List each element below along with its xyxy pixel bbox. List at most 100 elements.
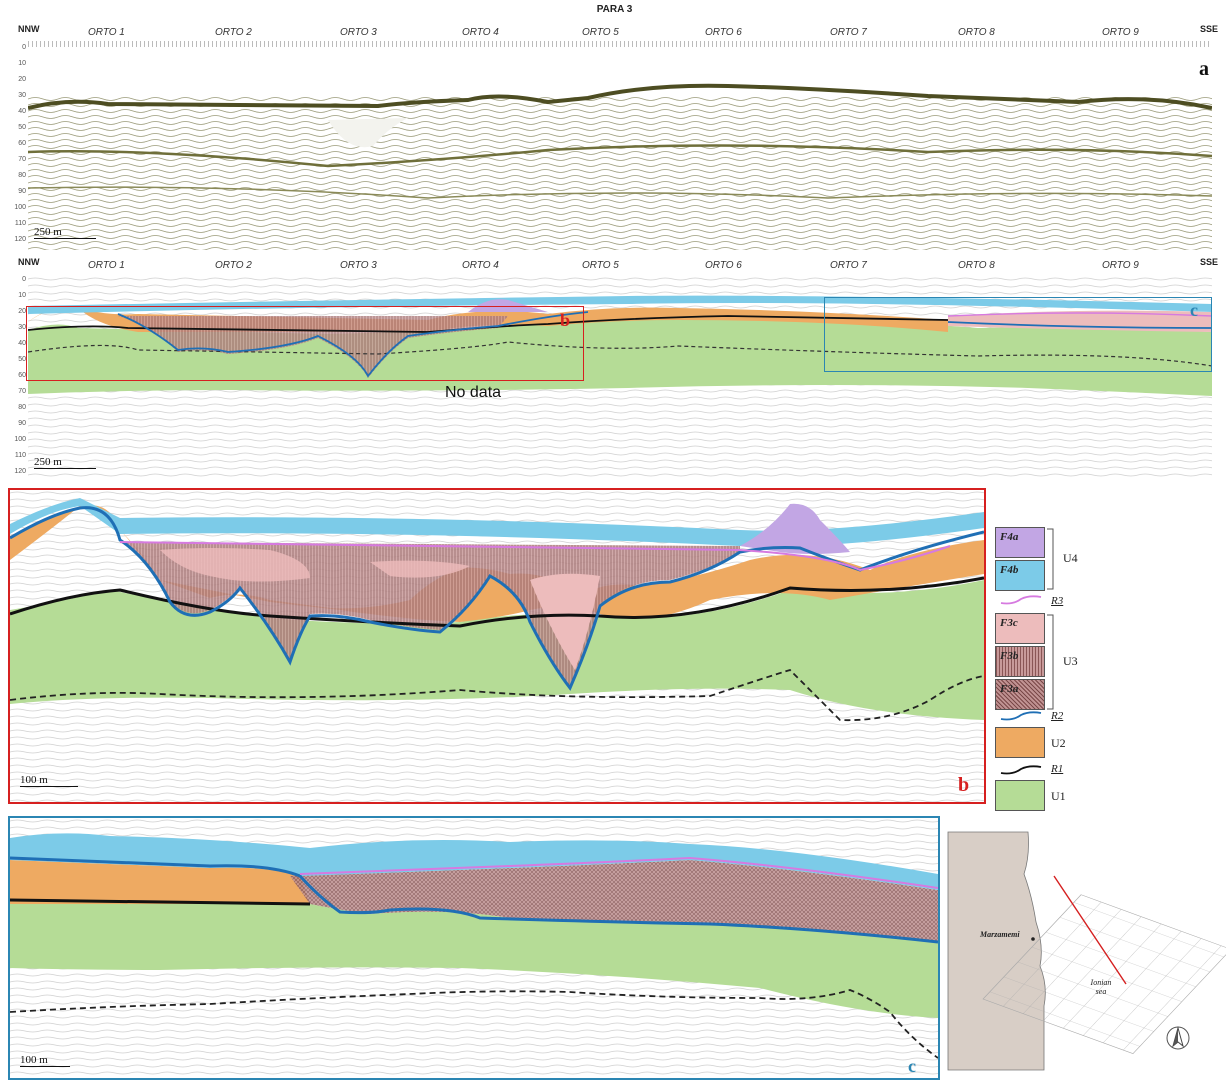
depth-tick: 120	[4, 236, 26, 243]
orto-label-overview-1: ORTO 1	[88, 260, 125, 271]
figure-title: PARA 3	[0, 4, 1229, 15]
scale-bar-a: 250 m	[34, 226, 96, 239]
no-data-label: No data	[445, 384, 501, 402]
legend-bracket-u4	[1047, 527, 1059, 591]
scale-bar-line	[20, 1066, 70, 1067]
orto-label-overview-8: ORTO 8	[958, 260, 995, 271]
direction-end-overview: SSE	[1200, 257, 1218, 267]
legend-unit-u2: U2	[1051, 736, 1066, 751]
legend-r3-line	[999, 593, 1043, 607]
panel-b	[8, 488, 986, 804]
orto-label-a-9: ORTO 9	[1102, 27, 1139, 38]
scale-bar-line	[20, 786, 78, 787]
depth-tick: 20	[4, 308, 26, 315]
orto-label-a-5: ORTO 5	[582, 27, 619, 38]
legend-f3c: F3c	[995, 613, 1045, 644]
orto-label-a-6: ORTO 6	[705, 27, 742, 38]
depth-tick: 30	[4, 92, 26, 99]
direction-end-a: SSE	[1200, 24, 1218, 34]
panel-letter-a: a	[1199, 58, 1209, 81]
depth-tick: 30	[4, 324, 26, 331]
depth-tick: 100	[4, 436, 26, 443]
panel-c	[8, 816, 940, 1080]
legend-unit-u4: U4	[1063, 551, 1078, 566]
orto-label-overview-7: ORTO 7	[830, 260, 867, 271]
scale-bar-c: 100 m	[20, 1054, 70, 1067]
legend-f4a: F4a	[995, 527, 1045, 558]
depth-tick: 10	[4, 60, 26, 67]
depth-tick: 40	[4, 340, 26, 347]
depth-tick: 0	[4, 276, 26, 283]
scale-bar-overview: 250 m	[34, 456, 96, 469]
orto-label-overview-3: ORTO 3	[340, 260, 377, 271]
depth-tick: 100	[4, 204, 26, 211]
scale-bar-line	[34, 238, 96, 239]
orto-label-overview-5: ORTO 5	[582, 260, 619, 271]
legend-r1-line	[999, 763, 1043, 777]
location-map-drawing	[944, 826, 1226, 1076]
orto-label-overview-2: ORTO 2	[215, 260, 252, 271]
orto-label-overview-4: ORTO 4	[462, 260, 499, 271]
seismic-profile-a	[28, 48, 1212, 250]
orto-label-overview-6: ORTO 6	[705, 260, 742, 271]
map-label-marzamemi: Marzamemi	[980, 930, 1020, 939]
depth-tick: 90	[4, 188, 26, 195]
legend-u2-swatch	[995, 727, 1045, 758]
depth-tick: 0	[4, 44, 26, 51]
detail-box-b	[26, 306, 584, 381]
panel-letter-c: c	[908, 1056, 916, 1077]
scale-bar-line	[34, 468, 96, 469]
depth-tick: 70	[4, 156, 26, 163]
scale-bar-label: 100 m	[20, 774, 78, 786]
legend-unit-u3: U3	[1063, 654, 1078, 669]
depth-tick: 80	[4, 172, 26, 179]
depth-tick: 10	[4, 292, 26, 299]
depth-tick: 110	[4, 220, 26, 227]
depth-tick: 80	[4, 404, 26, 411]
scale-bar-label: 100 m	[20, 1054, 70, 1066]
map-label-ionian-sea: Ionian sea	[1088, 978, 1114, 996]
depth-tick: 110	[4, 452, 26, 459]
panel-c-profile	[10, 818, 938, 1078]
depth-tick: 40	[4, 108, 26, 115]
map-label-sea: sea	[1088, 987, 1114, 996]
depth-axis-a: 0 10 20 30 40 50 60 70 80 90 100 110 120	[4, 44, 28, 244]
depth-tick: 60	[4, 140, 26, 147]
legend-f4b: F4b	[995, 560, 1045, 591]
panel-b-profile	[10, 490, 984, 802]
legend-u1-swatch	[995, 780, 1045, 811]
depth-tick: 90	[4, 420, 26, 427]
legend-f3b: F3b	[995, 646, 1045, 677]
detail-box-c-letter: c	[1190, 300, 1198, 321]
panel-letter-b: b	[958, 774, 969, 797]
depth-tick: 20	[4, 76, 26, 83]
orto-label-a-1: ORTO 1	[88, 27, 125, 38]
orto-label-overview-9: ORTO 9	[1102, 260, 1139, 271]
scale-bar-label: 250 m	[34, 456, 96, 468]
direction-start-overview: NNW	[18, 257, 40, 267]
legend-r2-line	[999, 709, 1043, 723]
legend-ref-r2: R2	[1051, 710, 1063, 722]
depth-tick: 120	[4, 468, 26, 475]
direction-start-a: NNW	[18, 24, 40, 34]
seismic-reflections	[28, 96, 1212, 250]
location-map: Marzamemi Ionian sea	[944, 826, 1226, 1076]
orto-label-a-7: ORTO 7	[830, 27, 867, 38]
legend-unit-u1: U1	[1051, 789, 1066, 804]
detail-box-b-letter: b	[560, 310, 570, 331]
marzamemi-marker	[1031, 937, 1035, 941]
distance-ruler-a	[28, 41, 1212, 47]
depth-axis-overview: 0 10 20 30 40 50 60 70 80 90 100 110 120	[4, 276, 28, 476]
orto-label-a-8: ORTO 8	[958, 27, 995, 38]
scale-bar-b: 100 m	[20, 774, 78, 787]
orto-label-a-3: ORTO 3	[340, 27, 377, 38]
legend-ref-r3: R3	[1051, 595, 1063, 607]
north-arrow-icon	[1167, 1027, 1189, 1049]
depth-tick: 50	[4, 124, 26, 131]
scale-bar-label: 250 m	[34, 226, 96, 238]
map-label-ionian: Ionian	[1088, 978, 1114, 987]
depth-tick: 60	[4, 372, 26, 379]
orto-label-a-4: ORTO 4	[462, 27, 499, 38]
depth-tick: 50	[4, 356, 26, 363]
detail-box-c	[824, 297, 1212, 372]
